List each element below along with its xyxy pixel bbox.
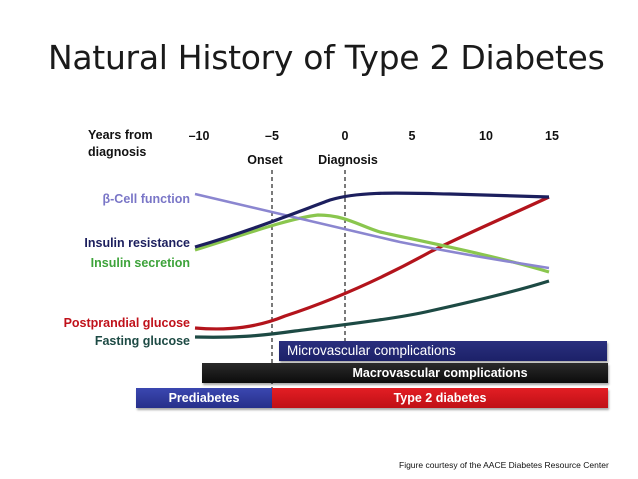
years-axis-label: Years from diagnosis (88, 127, 153, 161)
prediabetes-band: Prediabetes (136, 388, 272, 408)
page-title: Natural History of Type 2 Diabetes (48, 38, 605, 77)
beta-cell-curve (194, 192, 550, 270)
beta-cell-label: β-Cell function (102, 192, 190, 206)
fasting-glucose-curve (194, 279, 550, 339)
type-2-diabetes-band: Type 2 diabetes (272, 388, 608, 408)
tick-minus-10: –10 (188, 129, 210, 143)
figure-credit: Figure courtesy of the AACE Diabetes Res… (399, 460, 609, 470)
insulin-secretion-label: Insulin secretion (90, 256, 190, 270)
years-axis-label-line2: diagnosis (88, 145, 147, 159)
onset-label: Onset (247, 153, 283, 167)
tick-15: 15 (545, 129, 559, 143)
insulin-resistance-label: Insulin resistance (84, 236, 190, 250)
tick-10: 10 (479, 129, 493, 143)
diagnosis-label: Diagnosis (318, 153, 378, 167)
postprandial-glucose-label: Postprandial glucose (63, 316, 190, 330)
microvascular-complications-band: Microvascular complications (279, 341, 607, 361)
insulin-resistance-curve (194, 191, 550, 249)
macrovascular-complications-band: Macrovascular complications (202, 363, 608, 383)
postprandial-glucose-curve (194, 195, 550, 331)
tick-0: 0 (341, 129, 349, 143)
tick-5: 5 (408, 129, 416, 143)
years-axis-label-line1: Years from (88, 128, 153, 142)
insulin-secretion-curve (194, 213, 550, 274)
tick-minus-5: –5 (265, 129, 279, 143)
fasting-glucose-label: Fasting glucose (94, 334, 190, 348)
